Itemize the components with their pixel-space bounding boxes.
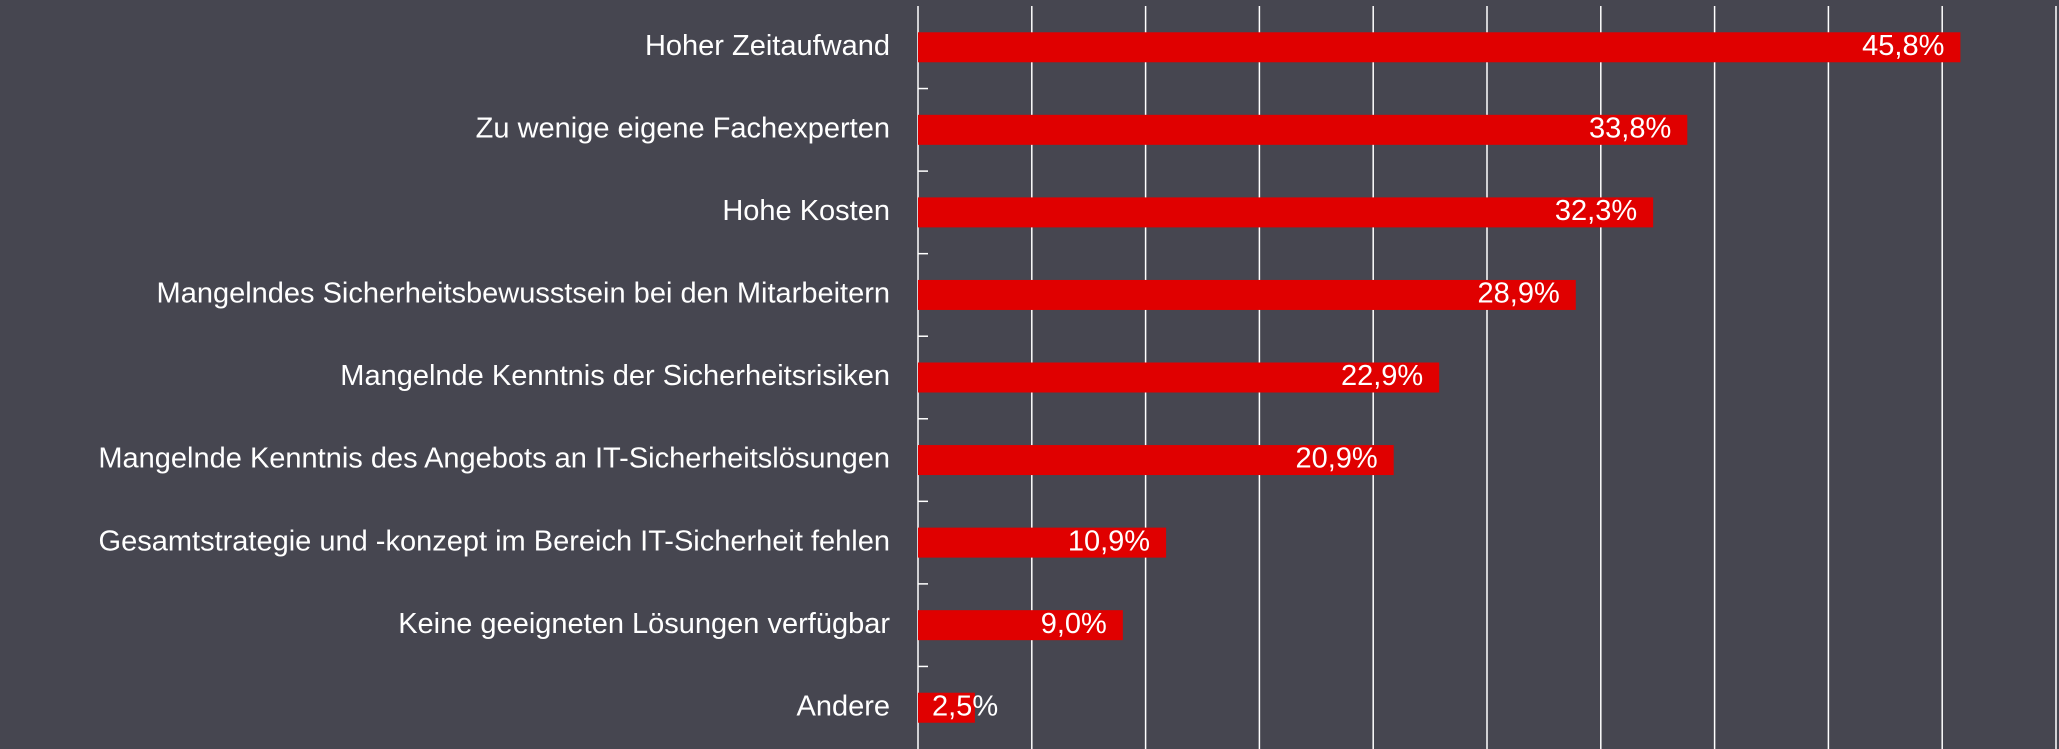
data-label: 45,8% [1862, 30, 1944, 62]
data-label: 9,0% [1041, 608, 1107, 640]
y-tick-label: Hoher Zeitaufwand [645, 30, 890, 62]
y-tick-label: Andere [796, 690, 890, 722]
bar [918, 279, 1576, 310]
bar [918, 610, 1123, 641]
data-label: 20,9% [1295, 443, 1377, 475]
data-label: 22,9% [1341, 360, 1423, 392]
y-tick-label: Mangelnde Kenntnis der Sicherheitsrisike… [340, 360, 890, 392]
y-tick-label: Keine geeigneten Lösungen verfügbar [398, 608, 890, 640]
data-label: 2,5% [932, 690, 998, 722]
y-tick-label: Mangelnde Kenntnis des Angebots an IT-Si… [98, 443, 890, 475]
y-tick-label: Zu wenige eigene Fachexperten [476, 112, 890, 144]
bar [918, 527, 1167, 558]
y-tick-label: Hohe Kosten [722, 195, 890, 227]
data-label: 32,3% [1555, 195, 1637, 227]
data-label: 10,9% [1068, 525, 1150, 557]
y-tick-label: Gesamtstrategie und -konzept im Bereich … [99, 525, 890, 557]
bar [918, 197, 1654, 228]
bar [918, 692, 975, 723]
y-tick-label: Mangelndes Sicherheitsbewusstsein bei de… [157, 278, 890, 310]
bar [918, 362, 1440, 393]
bar [918, 445, 1394, 476]
data-label: 33,8% [1589, 112, 1671, 144]
bar [918, 114, 1688, 145]
data-label: 28,9% [1478, 278, 1560, 310]
bar [918, 32, 1961, 63]
